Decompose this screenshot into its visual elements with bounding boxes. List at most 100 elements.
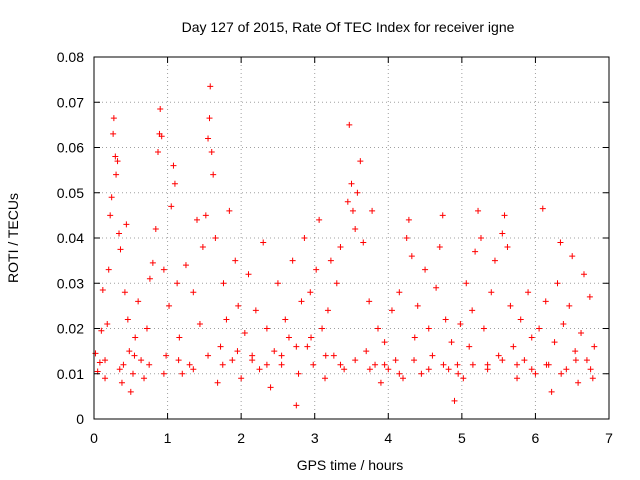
data-point: [160, 266, 167, 273]
data-point: [158, 133, 165, 140]
data-point: [102, 357, 109, 364]
data-point: [226, 207, 233, 214]
data-point: [463, 280, 470, 287]
data-point: [484, 366, 491, 373]
data-point: [282, 316, 289, 323]
data-point: [316, 216, 323, 223]
data-point: [249, 357, 256, 364]
data-point: [149, 259, 156, 266]
data-point: [558, 370, 565, 377]
data-point: [346, 121, 353, 128]
data-point: [127, 388, 134, 395]
data-point: [514, 375, 521, 382]
y-tick-label: 0.04: [57, 230, 84, 246]
data-point: [304, 343, 311, 350]
data-point: [360, 239, 367, 246]
data-point: [575, 379, 582, 386]
data-point: [212, 235, 219, 241]
data-point: [366, 366, 373, 373]
data-point: [348, 180, 355, 187]
data-point: [182, 262, 189, 269]
data-point: [104, 320, 111, 327]
data-point: [229, 357, 236, 364]
data-point: [194, 216, 200, 223]
plot-frame: [93, 56, 610, 420]
data-point: [337, 361, 344, 368]
data-point: [354, 189, 361, 196]
data-point: [514, 361, 521, 368]
data-point: [99, 287, 106, 294]
data-point: [363, 348, 370, 355]
data-point: [166, 302, 173, 309]
data-point: [199, 244, 206, 251]
data-point: [186, 361, 193, 368]
data-point: [372, 361, 379, 368]
data-point: [117, 246, 124, 253]
data-point: [408, 253, 415, 260]
data-point: [491, 257, 498, 264]
data-point: [98, 327, 105, 334]
data-point: [517, 316, 524, 323]
data-point: [448, 339, 455, 346]
data-point: [175, 357, 182, 364]
data-point: [488, 289, 495, 296]
data-point: [539, 205, 546, 212]
y-tick-label: 0.07: [57, 94, 84, 110]
data-point: [480, 325, 487, 332]
y-tick-label: 0.05: [57, 185, 84, 201]
data-point: [578, 330, 585, 337]
data-point: [357, 158, 364, 165]
data-point: [308, 334, 315, 341]
data-point: [551, 339, 558, 346]
data-point: [123, 221, 130, 228]
data-point: [591, 343, 598, 350]
data-point: [285, 334, 292, 341]
data-point: [110, 115, 117, 122]
data-point: [176, 334, 183, 341]
data-point: [110, 130, 117, 137]
data-point: [160, 370, 167, 377]
data-point: [105, 266, 112, 273]
data-point: [301, 235, 308, 241]
data-point: [580, 271, 587, 278]
data-point: [118, 379, 125, 386]
chart-title: Day 127 of 2015, Rate Of TEC Index for r…: [182, 19, 515, 35]
data-point: [455, 370, 462, 377]
data-point: [174, 280, 181, 287]
data-point: [298, 298, 305, 305]
data-point: [341, 366, 348, 373]
data-point: [245, 271, 252, 278]
data-point: [124, 316, 131, 323]
data-point: [457, 320, 464, 327]
data-point: [442, 316, 449, 323]
data-point: [521, 357, 528, 364]
data-point: [369, 207, 376, 214]
data-point: [554, 280, 561, 287]
data-point: [475, 207, 482, 214]
data-point: [267, 384, 274, 391]
data-point: [563, 366, 570, 373]
data-point: [143, 325, 150, 332]
data-point: [507, 302, 514, 309]
data-point: [307, 289, 314, 296]
data-point: [170, 162, 177, 169]
data-point: [469, 361, 476, 368]
data-point: [126, 348, 133, 355]
data-point: [121, 289, 128, 296]
data-point: [322, 352, 329, 359]
data-point: [220, 280, 227, 287]
data-point: [112, 153, 119, 160]
data-point: [385, 366, 392, 373]
data-point: [235, 302, 242, 309]
data-point: [460, 375, 467, 382]
data-point: [586, 293, 593, 300]
data-point: [196, 320, 203, 327]
data-point: [472, 248, 479, 255]
data-point: [241, 330, 248, 337]
data-point: [440, 361, 447, 368]
y-tick-label: 0.01: [57, 366, 84, 382]
data-point: [414, 302, 421, 309]
data-point: [129, 370, 136, 377]
y-tick-label: 0: [76, 411, 84, 427]
data-point: [403, 235, 410, 241]
